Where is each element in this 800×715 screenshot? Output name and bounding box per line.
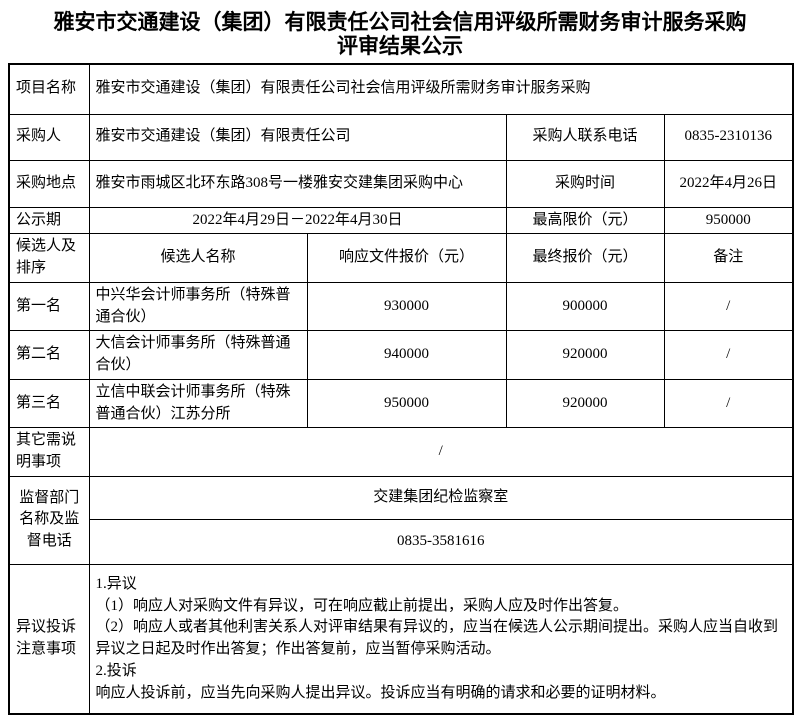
row-supervision-phone: 0835-3581616 [9, 518, 794, 565]
objection-line: 响应人投诉前，应当先向采购人提出异议。投诉应当有明确的请求和必要的证明材料。 [95, 684, 666, 701]
candidate-doc-price: 940000 [306, 330, 507, 380]
supervision-phone: 0835-3581616 [88, 518, 794, 565]
purchaser-value: 雅安市交通建设（集团）有限责任公司 [88, 113, 507, 161]
col-header-name: 候选人名称 [88, 233, 308, 283]
candidate-final-price: 920000 [505, 378, 665, 429]
other-notes-value: / [88, 427, 794, 477]
project-value: 雅安市交通建设（集团）有限责任公司社会信用评级所需财务审计服务采购 [88, 63, 794, 115]
candidate-doc-price: 930000 [306, 281, 507, 332]
max-price-label: 最高限价（元） [505, 206, 665, 235]
supervision-label: 监督部门名称及监督电话 [8, 475, 90, 565]
candidate-remark: / [663, 378, 794, 429]
row-purchaser: 采购人 雅安市交通建设（集团）有限责任公司 采购人联系电话 0835-23101… [8, 113, 794, 161]
page-title-line2: 评审结果公示 [337, 35, 463, 58]
col-header-remark: 备注 [663, 233, 794, 283]
max-price-value: 950000 [663, 206, 794, 235]
candidate-row-3: 第三名 立信中联会计师事务所（特殊普通合伙）江苏分所 950000 920000… [8, 378, 794, 429]
purchaser-label: 采购人 [8, 113, 90, 161]
objection-content: 1.异议 （1）响应人对采购文件有异议，可在响应截止前提出，采购人应及时作出答复… [88, 563, 794, 715]
row-location: 采购地点 雅安市雨城区北环东路308号一楼雅安交建集团采购中心 采购时间 202… [8, 159, 794, 208]
row-project: 项目名称 雅安市交通建设（集团）有限责任公司社会信用评级所需财务审计服务采购 [8, 63, 794, 115]
objection-line: 2.投诉 [95, 662, 137, 679]
purchase-time-label: 采购时间 [505, 159, 665, 208]
row-publicity: 公示期 2022年4月29日－2022年4月30日 最高限价（元） 950000 [8, 206, 794, 235]
candidate-final-price: 900000 [505, 281, 665, 332]
candidate-doc-price: 950000 [306, 378, 507, 429]
objection-line: 1.异议 [95, 575, 137, 592]
candidate-rank: 第一名 [8, 281, 90, 332]
other-notes-label: 其它需说明事项 [8, 427, 90, 477]
candidate-row-1: 第一名 中兴华会计师事务所（特殊普通合伙） 930000 900000 / [8, 281, 794, 332]
publicity-period: 2022年4月29日－2022年4月30日 [88, 206, 507, 235]
candidate-name: 大信会计师事务所（特殊普通合伙） [88, 330, 308, 380]
publicity-label: 公示期 [8, 206, 90, 235]
candidate-remark: / [663, 281, 794, 332]
notice-page: 雅安市交通建设（集团）有限责任公司社会信用评级所需财务审计服务采购 评审结果公示… [8, 11, 795, 715]
row-other-notes: 其它需说明事项 / [8, 427, 794, 477]
result-table: 项目名称 雅安市交通建设（集团）有限责任公司社会信用评级所需财务审计服务采购 采… [8, 63, 795, 715]
row-supervision-department: 监督部门名称及监督电话 交建集团纪检监察室 [8, 475, 794, 565]
candidates-header-label: 候选人及排序 [8, 233, 90, 283]
col-header-doc-price: 响应文件报价（元） [306, 233, 507, 283]
candidate-name: 立信中联会计师事务所（特殊普通合伙）江苏分所 [88, 378, 308, 429]
purchaser-phone-label: 采购人联系电话 [505, 113, 665, 161]
candidate-rank: 第三名 [8, 378, 90, 429]
candidate-rank: 第二名 [8, 330, 90, 380]
project-label: 项目名称 [8, 63, 90, 115]
page-title-line1: 雅安市交通建设（集团）有限责任公司社会信用评级所需财务审计服务采购 [53, 11, 747, 34]
objection-line: （1）响应人对采购文件有异议，可在响应截止前提出，采购人应及时作出答复。 [95, 597, 629, 614]
col-header-final-price: 最终报价（元） [505, 233, 665, 283]
row-candidates-header: 候选人及排序 候选人名称 响应文件报价（元） 最终报价（元） 备注 [8, 233, 794, 283]
purchase-time-value: 2022年4月26日 [663, 159, 794, 208]
supervision-department: 交建集团纪检监察室 [88, 475, 794, 520]
candidate-remark: / [663, 330, 794, 380]
objection-line: （2）响应人或者其他利害关系人对评审结果有异议的，应当在候选人公示期间提出。采购… [95, 619, 779, 657]
location-label: 采购地点 [8, 159, 90, 208]
objection-label: 异议投诉注意事项 [8, 563, 90, 715]
location-value: 雅安市雨城区北环东路308号一楼雅安交建集团采购中心 [88, 159, 507, 208]
purchaser-phone-value: 0835-2310136 [663, 113, 794, 161]
page-title: 雅安市交通建设（集团）有限责任公司社会信用评级所需财务审计服务采购 评审结果公示 [8, 11, 792, 59]
row-objection: 异议投诉注意事项 1.异议 （1）响应人对采购文件有异议，可在响应截止前提出，采… [8, 563, 794, 715]
candidate-final-price: 920000 [505, 330, 665, 380]
candidate-name: 中兴华会计师事务所（特殊普通合伙） [88, 281, 308, 332]
candidate-row-2: 第二名 大信会计师事务所（特殊普通合伙） 940000 920000 / [8, 330, 794, 380]
